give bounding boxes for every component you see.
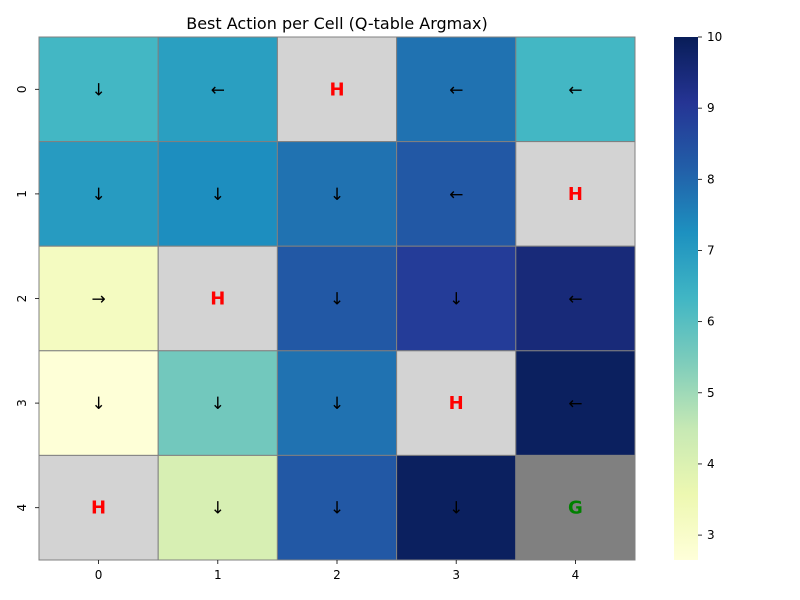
colorbar: 3 4 5 6 7 8 9 10 [674,30,722,560]
colorbar-tick-label: 4 [707,457,715,471]
heatmap-cell [157,350,278,456]
heatmap-cell [276,245,398,352]
heatmap-cell [515,141,636,247]
x-tick-label: 2 [333,568,341,582]
action-arrow-label: ← [568,290,582,310]
x-axis: 0 1 2 3 4 [95,560,579,582]
heatmap-cell [276,36,398,143]
action-arrow-label: ↓ [330,499,344,519]
heatmap-cell [157,454,278,561]
colorbar-tick-label: 6 [707,315,715,329]
hole-label: H [449,393,464,414]
colorbar-tick-label: 7 [707,243,715,257]
chart-title: Best Action per Cell (Q-table Argmax) [186,14,488,33]
x-tick-label: 0 [95,568,103,582]
y-tick-label: 3 [15,399,29,407]
action-arrow-label: ↓ [211,185,225,205]
action-arrow-label: ← [568,394,582,414]
heatmap-cell [276,454,398,561]
action-arrow-label: ↓ [91,80,105,100]
x-tick-label: 1 [214,568,222,582]
heatmap-cell [276,350,398,456]
y-tick-label: 4 [15,504,29,512]
heatmap-cell [396,36,517,143]
colorbar-gradient [674,37,698,560]
action-arrow-label: ↓ [91,185,105,205]
colorbar-tick-label: 3 [707,528,715,542]
hole-label: H [329,79,344,100]
action-arrow-label: ← [211,80,225,100]
heatmap-cell [396,245,517,352]
colorbar-ticks: 3 4 5 6 7 8 9 10 [698,30,722,542]
colorbar-tick-label: 10 [707,30,722,44]
action-arrow-label: ↓ [91,394,105,414]
hole-label: H [210,289,225,310]
x-tick-label: 3 [452,568,460,582]
action-arrow-label: ↓ [330,394,344,414]
y-axis: 0 1 2 3 4 [15,85,39,512]
colorbar-tick-label: 8 [707,172,715,186]
y-tick-label: 2 [15,295,29,303]
heatmap-cell [515,245,636,352]
heatmap-cell [38,141,159,247]
action-arrow-label: ← [568,80,582,100]
heatmap-cell [157,245,278,352]
hole-label: H [91,498,106,519]
action-arrow-label: ← [449,185,463,205]
heatmap-cell [515,36,636,143]
heatmap-cell [515,454,636,561]
heatmap-cell [38,36,159,143]
heatmap-cell [157,36,278,143]
y-tick-label: 0 [15,85,29,93]
action-arrow-label: ↓ [449,499,463,519]
heatmap-cells: ↓ ← H ← ← ↓ ↓ ↓ ← H → H ↓ ↓ ← ↓ ↓ ↓ H ← H ↓ ↓ ↓ G [38,36,636,561]
heatmap-cell [38,454,159,561]
heatmap-cell [276,141,398,247]
x-tick-label: 4 [572,568,580,582]
goal-label: G [568,498,583,519]
action-arrow-label: ← [449,80,463,100]
hole-label: H [568,184,583,205]
colorbar-tick-label: 5 [707,386,715,400]
action-arrow-label: ↓ [211,499,225,519]
action-arrow-label: ↓ [449,290,463,310]
action-arrow-label: ↓ [330,290,344,310]
action-arrow-label: ↓ [330,185,344,205]
colorbar-tick-label: 9 [707,101,715,115]
action-arrow-label: ↓ [211,394,225,414]
heatmap-cell [515,350,636,456]
y-tick-label: 1 [15,190,29,198]
heatmap-cell [396,350,517,456]
action-arrow-label: → [91,290,105,310]
